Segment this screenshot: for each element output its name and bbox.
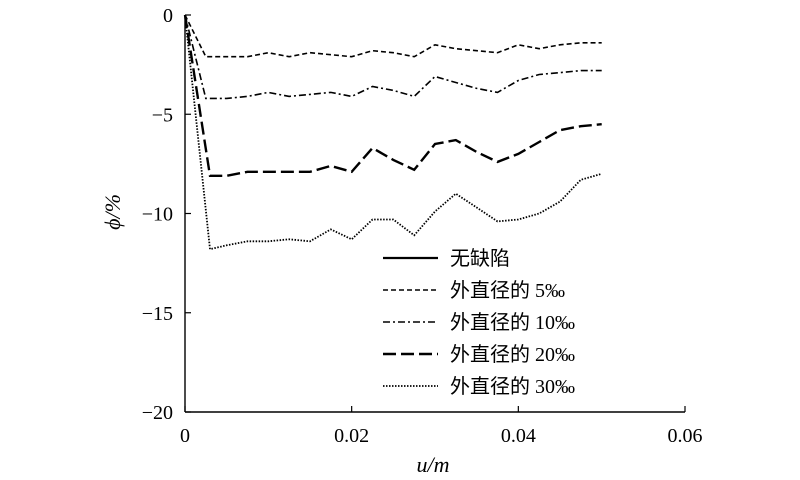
- y-axis-label: ϕ/%: [100, 194, 125, 230]
- y-tick-label: −15: [142, 303, 173, 325]
- x-tick-label: 0.06: [668, 425, 703, 447]
- y-tick-label: 0: [163, 5, 173, 27]
- series-layer: [183, 14, 602, 251]
- series-line-3: [183, 14, 602, 177]
- series-line-2: [184, 14, 602, 100]
- series-line-4: [184, 14, 602, 251]
- legend-label: 外直径的 30‰: [450, 375, 575, 398]
- y-tick-label: −20: [142, 402, 173, 424]
- x-tick-label: 0: [180, 425, 190, 447]
- x-axis-label: u/m: [417, 452, 450, 477]
- series-line-1: [184, 14, 602, 58]
- legend-label: 外直径的 10‰: [450, 311, 575, 334]
- legend-label: 无缺陷: [450, 247, 510, 270]
- x-tick-label: 0.04: [501, 425, 536, 447]
- legend-label: 外直径的 20‰: [450, 343, 575, 366]
- y-tick-label: −5: [152, 104, 173, 126]
- y-tick-label: −10: [142, 204, 173, 226]
- legend-label: 外直径的 5‰: [450, 279, 565, 302]
- x-tick-label: 0.02: [334, 425, 369, 447]
- axes: 0 −5 −10 −15 −20 0 0.02 0.04 0.06: [142, 5, 703, 447]
